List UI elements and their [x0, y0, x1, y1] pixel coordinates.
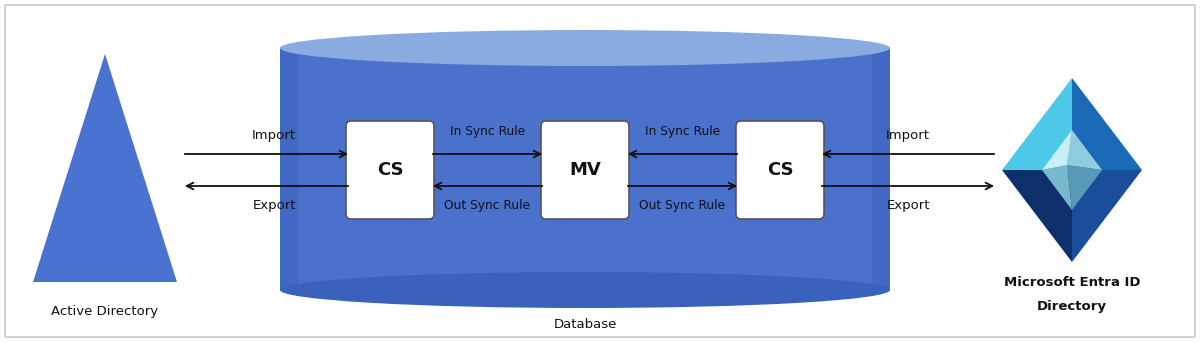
Text: Export: Export [887, 198, 930, 211]
Text: Out Sync Rule: Out Sync Rule [444, 199, 530, 212]
Text: Database: Database [553, 318, 617, 331]
Polygon shape [1042, 165, 1072, 210]
Text: Microsoft Entra ID: Microsoft Entra ID [1003, 276, 1140, 289]
Polygon shape [1067, 165, 1102, 210]
Text: CS: CS [767, 161, 793, 179]
Text: Import: Import [252, 129, 296, 142]
Text: Directory: Directory [1037, 300, 1108, 313]
Text: Active Directory: Active Directory [52, 305, 158, 318]
Polygon shape [1002, 170, 1072, 262]
Text: Export: Export [252, 198, 295, 211]
Polygon shape [1072, 170, 1142, 262]
Bar [872, 48, 890, 290]
Polygon shape [1042, 130, 1072, 170]
Bar [280, 48, 890, 290]
Text: In Sync Rule: In Sync Rule [450, 126, 526, 139]
FancyBboxPatch shape [346, 121, 434, 219]
Ellipse shape [280, 30, 890, 66]
Text: Out Sync Rule: Out Sync Rule [640, 199, 726, 212]
Bar [280, 48, 298, 290]
Polygon shape [1072, 78, 1142, 170]
Polygon shape [1002, 78, 1072, 170]
FancyBboxPatch shape [5, 5, 1195, 337]
FancyBboxPatch shape [736, 121, 824, 219]
Text: MV: MV [569, 161, 601, 179]
Polygon shape [34, 54, 178, 282]
Text: Import: Import [886, 129, 930, 142]
Ellipse shape [280, 272, 890, 308]
Polygon shape [1067, 130, 1102, 170]
Text: In Sync Rule: In Sync Rule [644, 126, 720, 139]
FancyBboxPatch shape [541, 121, 629, 219]
Text: CS: CS [377, 161, 403, 179]
